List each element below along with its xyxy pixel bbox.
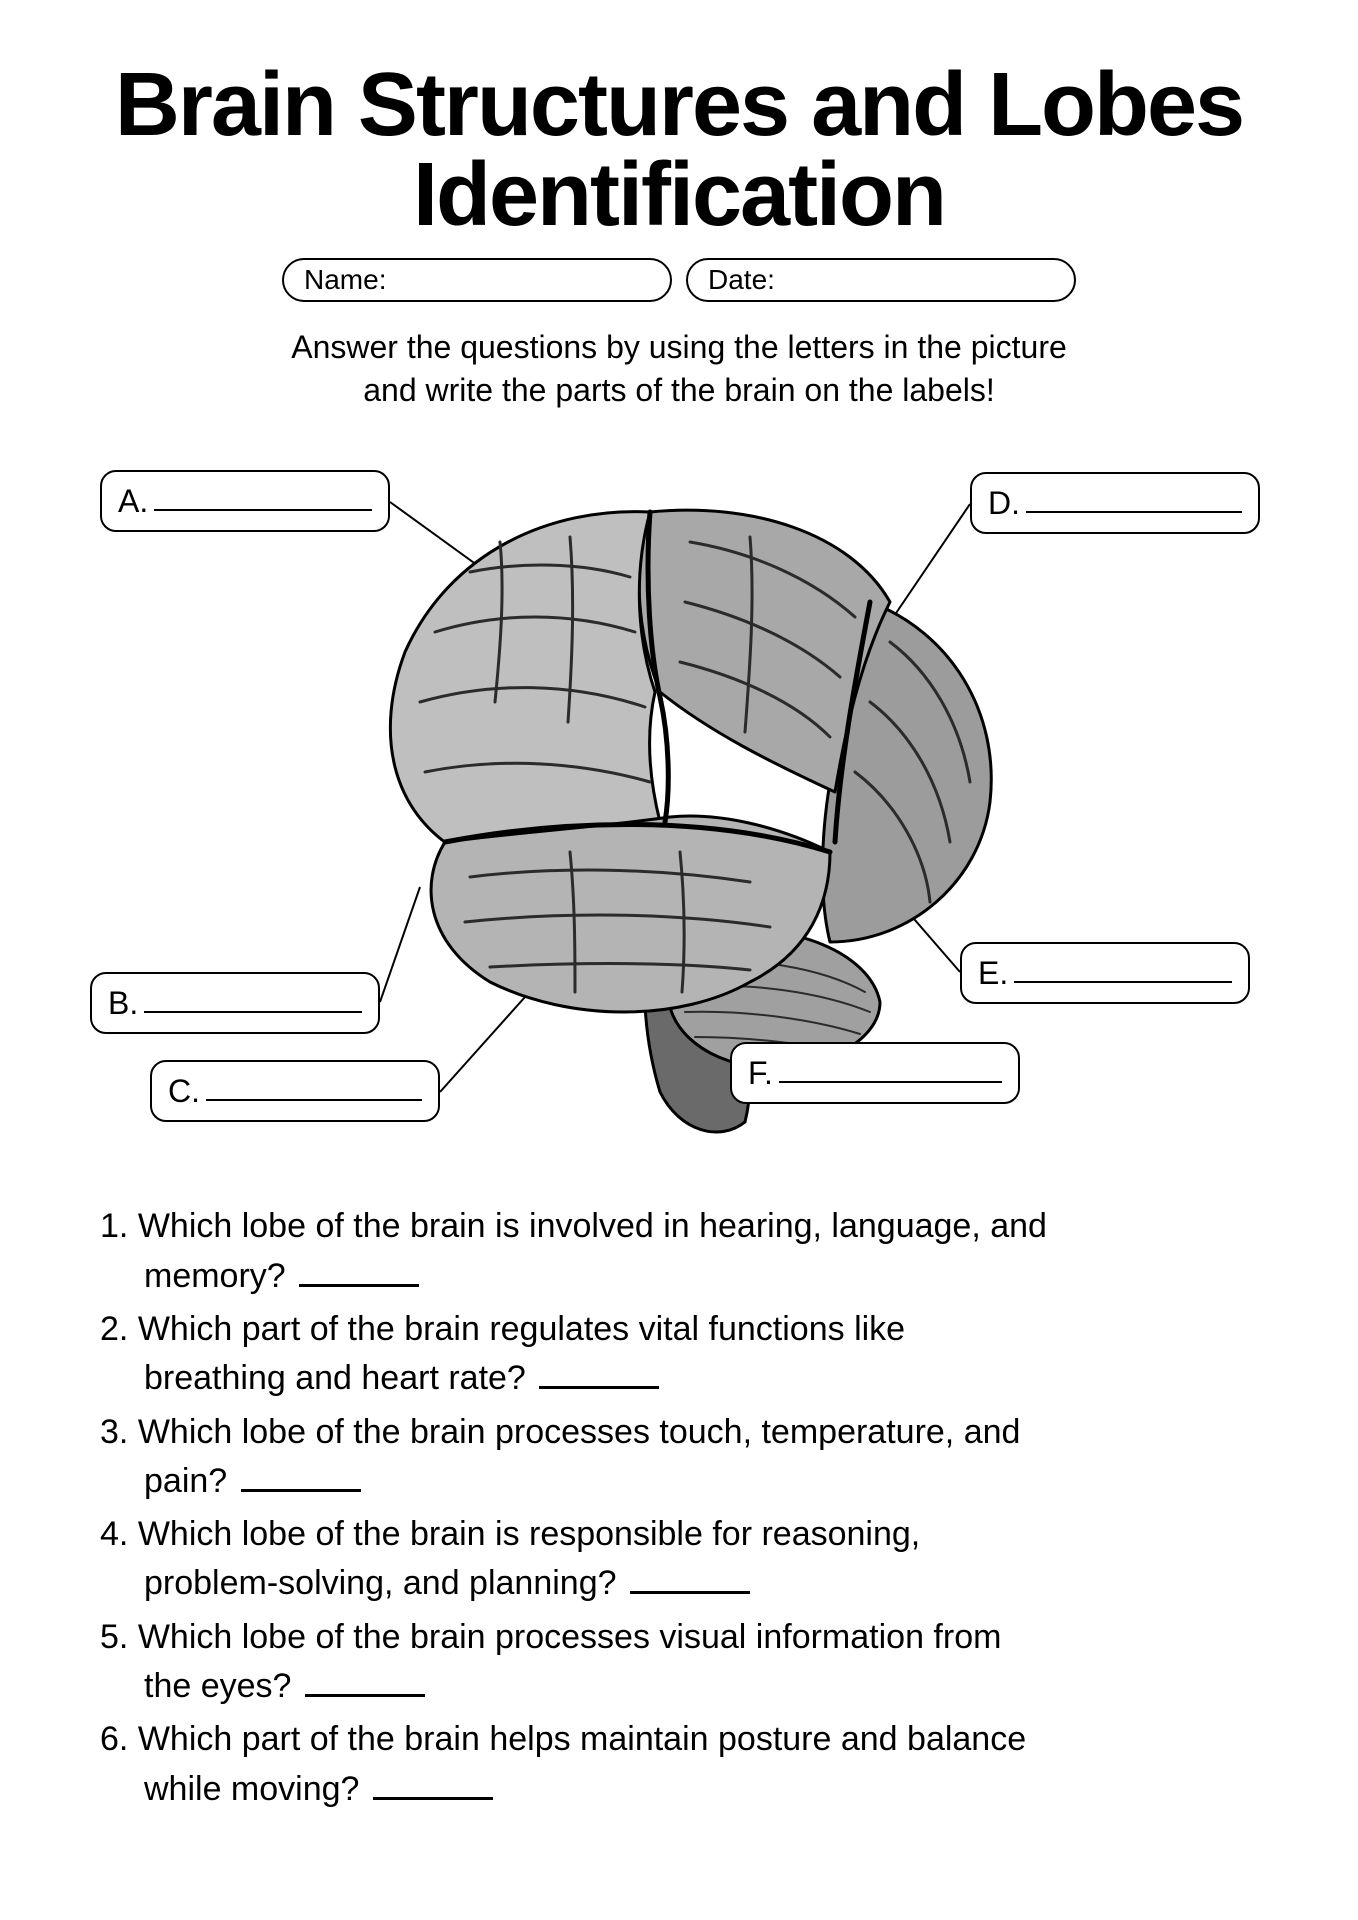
question-3: 3. Which lobe of the brain processes tou… bbox=[100, 1408, 1258, 1507]
label-box-e[interactable]: E. bbox=[960, 942, 1250, 1004]
question-2-line1: Which part of the brain regulates vital … bbox=[138, 1310, 905, 1348]
question-1: 1. Which lobe of the brain is involved i… bbox=[100, 1202, 1258, 1301]
question-3-line1: Which lobe of the brain processes touch,… bbox=[138, 1413, 1021, 1451]
label-d-blank bbox=[1026, 494, 1242, 513]
brain-svg bbox=[90, 452, 1270, 1152]
label-box-d[interactable]: D. bbox=[970, 472, 1260, 534]
label-box-b[interactable]: B. bbox=[90, 972, 380, 1034]
question-2-line2: breathing and heart rate? bbox=[144, 1359, 526, 1397]
question-3-line2: pain? bbox=[144, 1462, 227, 1500]
label-box-f[interactable]: F. bbox=[730, 1042, 1020, 1104]
answer-blank-3[interactable] bbox=[241, 1473, 361, 1492]
question-1-number: 1. bbox=[100, 1207, 128, 1245]
label-b-blank bbox=[144, 994, 362, 1013]
label-b-letter: B. bbox=[108, 985, 138, 1022]
question-4-line1: Which lobe of the brain is responsible f… bbox=[138, 1515, 920, 1553]
question-4-line2: problem-solving, and planning? bbox=[144, 1564, 617, 1602]
question-4-number: 4. bbox=[100, 1515, 128, 1553]
label-c-letter: C. bbox=[168, 1073, 200, 1110]
questions-list: 1. Which lobe of the brain is involved i… bbox=[90, 1202, 1268, 1814]
question-5-line1: Which lobe of the brain processes visual… bbox=[138, 1618, 1002, 1656]
question-6-number: 6. bbox=[100, 1720, 128, 1758]
date-label: Date: bbox=[708, 264, 775, 296]
question-6-line2: while moving? bbox=[144, 1770, 359, 1808]
label-box-c[interactable]: C. bbox=[150, 1060, 440, 1122]
label-a-blank bbox=[154, 492, 372, 511]
label-d-letter: D. bbox=[988, 485, 1020, 522]
name-date-row: Name: Date: bbox=[90, 258, 1268, 302]
answer-blank-5[interactable] bbox=[305, 1678, 425, 1697]
question-5-line2: the eyes? bbox=[144, 1667, 291, 1705]
question-1-line1: Which lobe of the brain is involved in h… bbox=[138, 1207, 1047, 1245]
label-e-blank bbox=[1014, 964, 1232, 983]
question-1-line2: memory? bbox=[144, 1257, 286, 1295]
label-f-letter: F. bbox=[748, 1055, 773, 1092]
date-field[interactable]: Date: bbox=[686, 258, 1076, 302]
brain-diagram: A. B. C. D. E. F. bbox=[90, 452, 1270, 1152]
question-4: 4. Which lobe of the brain is responsibl… bbox=[100, 1510, 1258, 1609]
label-a-letter: A. bbox=[118, 483, 148, 520]
instructions: Answer the questions by using the letter… bbox=[189, 326, 1169, 412]
instructions-line-2: and write the parts of the brain on the … bbox=[363, 372, 995, 408]
label-e-letter: E. bbox=[978, 955, 1008, 992]
question-2-number: 2. bbox=[100, 1310, 128, 1348]
name-label: Name: bbox=[304, 264, 386, 296]
question-5: 5. Which lobe of the brain processes vis… bbox=[100, 1613, 1258, 1712]
label-f-blank bbox=[779, 1064, 1002, 1083]
page-title: Brain Structures and Lobes Identificatio… bbox=[90, 60, 1268, 240]
answer-blank-6[interactable] bbox=[373, 1781, 493, 1800]
question-5-number: 5. bbox=[100, 1618, 128, 1656]
question-6-line1: Which part of the brain helps maintain p… bbox=[138, 1720, 1026, 1758]
question-6: 6. Which part of the brain helps maintai… bbox=[100, 1715, 1258, 1814]
answer-blank-4[interactable] bbox=[630, 1576, 750, 1595]
answer-blank-1[interactable] bbox=[299, 1268, 419, 1287]
label-box-a[interactable]: A. bbox=[100, 470, 390, 532]
answer-blank-2[interactable] bbox=[539, 1371, 659, 1390]
question-3-number: 3. bbox=[100, 1413, 128, 1451]
question-2: 2. Which part of the brain regulates vit… bbox=[100, 1305, 1258, 1404]
worksheet-page: Brain Structures and Lobes Identificatio… bbox=[0, 0, 1358, 1858]
name-field[interactable]: Name: bbox=[282, 258, 672, 302]
label-c-blank bbox=[206, 1082, 422, 1101]
instructions-line-1: Answer the questions by using the letter… bbox=[291, 329, 1067, 365]
